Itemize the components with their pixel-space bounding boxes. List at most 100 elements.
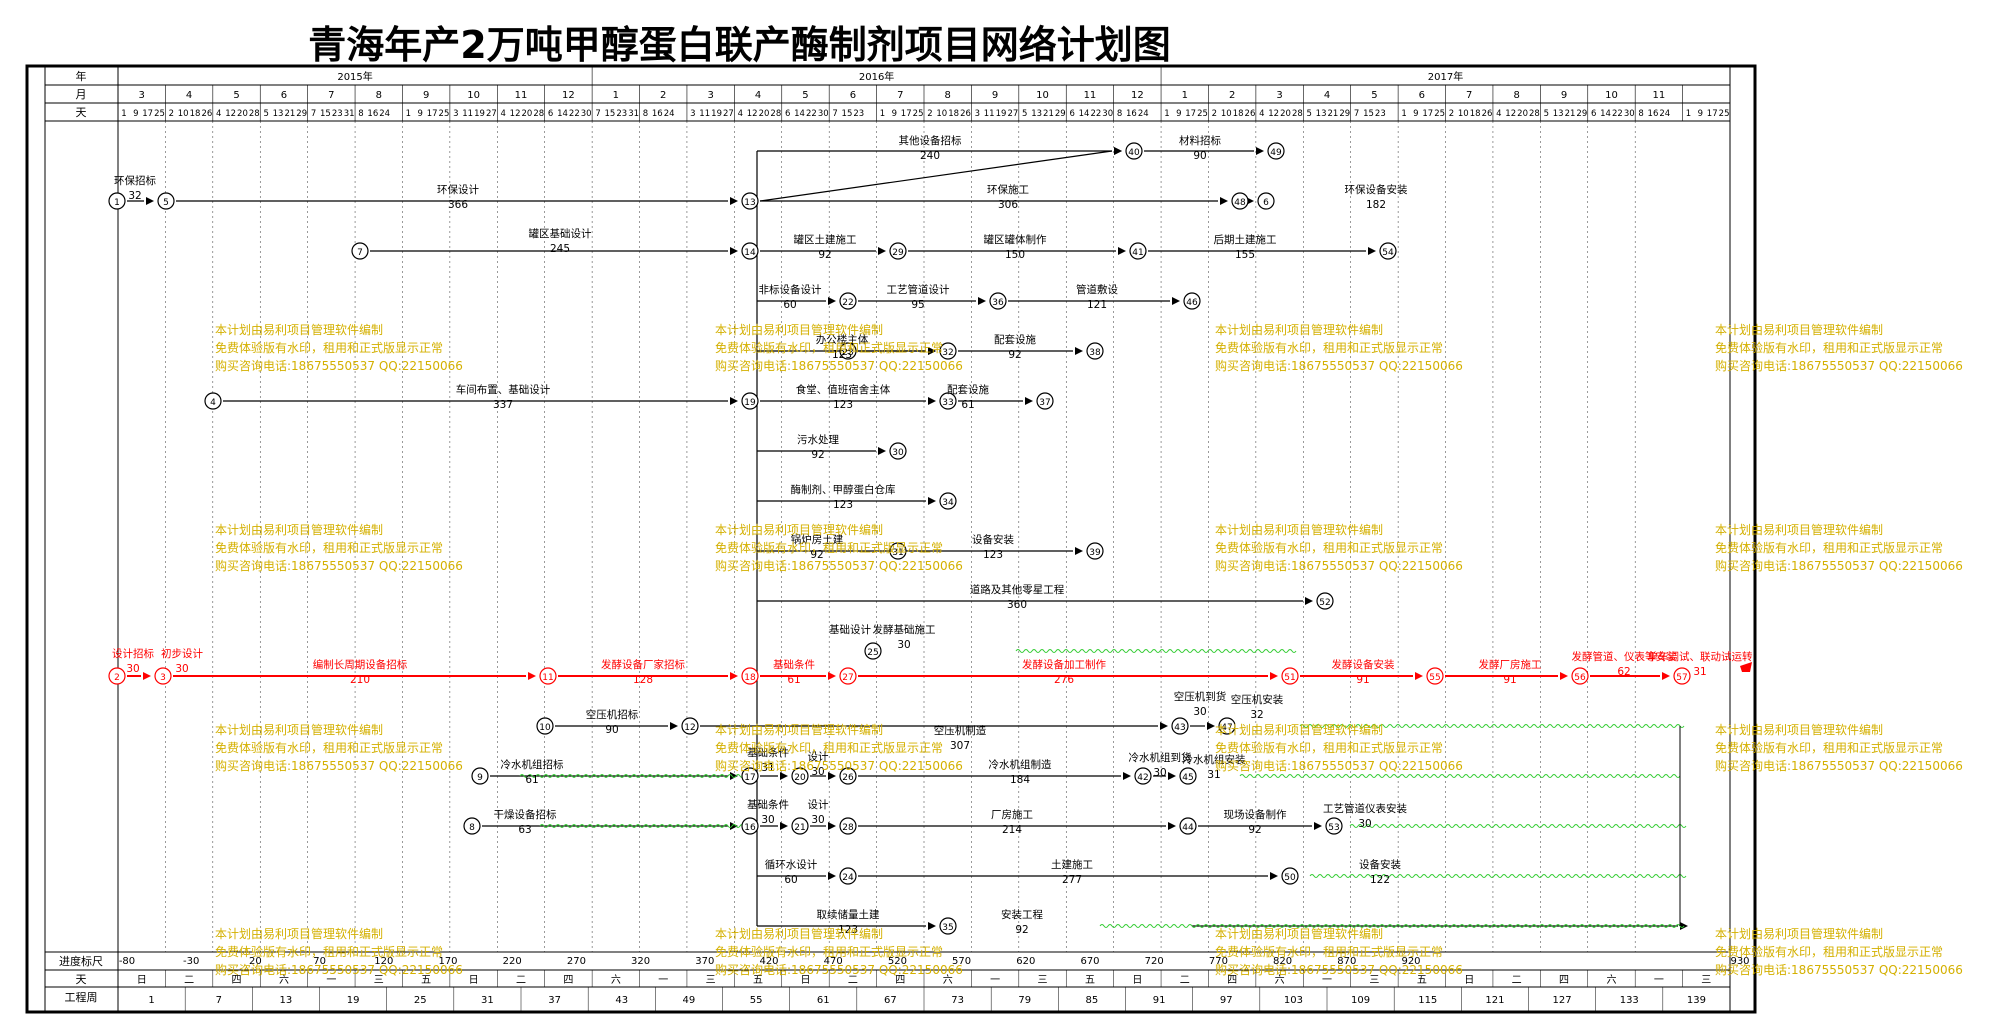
scale-tick-10: 420	[759, 956, 778, 967]
node-33: 33	[939, 392, 957, 410]
day-label: 12	[225, 109, 236, 119]
activity-arrow-arrowhead	[928, 497, 936, 505]
node-number: 2	[114, 673, 120, 683]
month-label-28: 6	[1419, 90, 1425, 101]
node-circle	[1171, 717, 1189, 735]
scale-tick-4: 120	[374, 956, 393, 967]
node-17: 17	[741, 767, 759, 785]
node-44: 44	[1179, 817, 1197, 835]
month-label-22: 12	[1131, 90, 1144, 101]
task-duration-22: 360	[1007, 599, 1027, 611]
task-name-37: 空压机到货	[1174, 690, 1227, 703]
day-label: 28	[770, 109, 781, 119]
title-text: 青海年产2万吨甲醇蛋白联产酶制剂项目网络计划图	[308, 23, 1171, 67]
node-23: 23	[839, 342, 857, 360]
week-label: 1	[148, 995, 154, 1006]
task-duration-39: 61	[525, 774, 538, 786]
weekday-label: 六	[611, 974, 621, 986]
activity-arrow-arrowhead	[146, 197, 154, 205]
node-7: 7	[351, 242, 369, 260]
node-21: 21	[791, 817, 809, 835]
day-label: 6	[1069, 109, 1074, 119]
day-label: 4	[1496, 109, 1501, 119]
weekday-label: 一	[1654, 975, 1664, 986]
day-label: 30	[581, 109, 592, 119]
node-number: 6	[1263, 198, 1269, 208]
node-circle	[741, 767, 759, 785]
day-label: 7	[595, 109, 600, 119]
activity-arrow-arrowhead	[730, 397, 738, 405]
task-name-40: 基础条件	[747, 746, 789, 759]
day-label: 4	[1259, 109, 1264, 119]
free-float-line	[1099, 924, 1685, 928]
node-31: 31	[889, 542, 907, 560]
task-duration-46: 30	[761, 814, 774, 826]
task-duration-9: 155	[1235, 249, 1255, 261]
watermark-text: 本计划由易利项目管理软件编制	[1715, 926, 1883, 941]
node-36: 36	[989, 292, 1007, 310]
week-label: 43	[615, 995, 628, 1006]
node-number: 7	[357, 248, 363, 258]
month-label-14: 4	[755, 90, 761, 101]
scale-tick-21: 930	[1730, 956, 1749, 967]
node-number: 46	[1186, 298, 1198, 308]
watermark-text: 本计划由易利项目管理软件编制	[1715, 322, 1883, 337]
node-number: 13	[744, 198, 755, 208]
task-duration-31: 91	[1356, 674, 1369, 686]
task-name-4: 其他设备招标	[899, 134, 962, 147]
weekday-label: 四	[563, 975, 573, 986]
watermark-text: 购买咨询电话:18675550537 QQ:22150066	[1215, 962, 1463, 977]
task-duration-38: 32	[1250, 709, 1263, 721]
activity-arrow-arrowhead	[1368, 247, 1376, 255]
node-43: 43	[1171, 717, 1189, 735]
node-number: 17	[744, 773, 755, 783]
watermark-text: 购买咨询电话:18675550537 QQ:22150066	[1715, 962, 1963, 977]
node-circle	[1571, 667, 1589, 685]
node-12: 12	[681, 717, 699, 735]
weekday-label: 六	[1606, 974, 1616, 986]
task-duration-5: 90	[1193, 150, 1206, 162]
month-label-7: 9	[423, 90, 429, 101]
task-name-0: 环保招标	[114, 174, 156, 187]
day-label: 20	[522, 109, 533, 119]
watermark-text: 购买咨询电话:18675550537 QQ:22150066	[1215, 758, 1463, 773]
node-circle	[741, 817, 759, 835]
weekday-label: 一	[990, 975, 1000, 986]
task-duration-41: 30	[811, 766, 824, 778]
node-number: 21	[794, 823, 805, 833]
weekday-label: 二	[1512, 975, 1522, 986]
task-name-36: 空压机制造	[934, 724, 987, 737]
task-duration-15: 337	[493, 399, 513, 411]
node-3: 3	[154, 667, 172, 685]
day-label: 1	[121, 109, 126, 119]
node-24: 24	[839, 867, 857, 885]
watermark-text: 本计划由易利项目管理软件编制	[1215, 522, 1383, 537]
day-label: 15	[320, 109, 331, 119]
task-name-32: 发酵厂房施工	[1479, 658, 1542, 671]
day-label: 14	[557, 109, 568, 119]
task-name-34: 单车调试、联动试运转	[1648, 650, 1753, 663]
node-circle	[791, 817, 809, 835]
day-label: 6	[785, 109, 790, 119]
activity-arrow-arrowhead	[978, 297, 986, 305]
day-label: 14	[1079, 109, 1090, 119]
node-circle	[681, 717, 699, 735]
week-label: 139	[1687, 995, 1706, 1006]
node-number: 50	[1284, 873, 1296, 883]
free-float-line	[1299, 724, 1685, 728]
node-circle	[1316, 592, 1334, 610]
activity-arrow-arrowhead	[828, 672, 836, 680]
activity-arrow-arrowhead	[1168, 772, 1176, 780]
node-55: 55	[1426, 667, 1444, 685]
day-label: 13	[1316, 109, 1327, 119]
day-label: 17	[1707, 109, 1718, 119]
day-label: 11	[984, 109, 995, 119]
node-circle	[1379, 242, 1397, 260]
free-float-line	[1239, 774, 1681, 778]
task-name-21: 设备安装	[972, 533, 1014, 546]
node-18: 18	[741, 667, 759, 685]
node-circle	[889, 542, 907, 560]
task-duration-42: 184	[1010, 774, 1030, 786]
month-label-6: 8	[376, 90, 382, 101]
node-number: 45	[1182, 773, 1193, 783]
